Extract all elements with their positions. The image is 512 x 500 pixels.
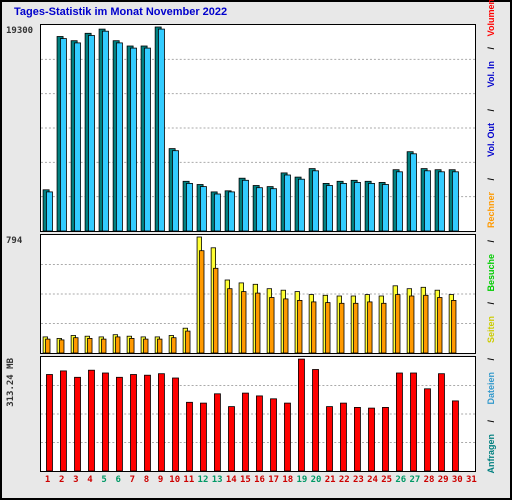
legend-sep: / (486, 178, 496, 181)
panel-volume (40, 356, 476, 472)
day-label: 10 (168, 475, 181, 485)
panel-visits (40, 234, 476, 354)
day-label: 22 (338, 475, 351, 485)
legend: Anfragen / Dateien / Seiten / Besuche / Rechner /… (478, 24, 506, 488)
day-label: 3 (69, 475, 82, 485)
panel3-ylabel: 313.24 MB (6, 358, 16, 407)
legend-sep: / (486, 358, 496, 361)
day-label: 16 (253, 475, 266, 485)
x-axis-labels: 1234567891011121314151617181920212223242… (40, 475, 476, 489)
day-label: 12 (196, 475, 209, 485)
day-label: 29 (437, 475, 450, 485)
legend-item: Volumen (486, 0, 496, 36)
day-label: 8 (140, 475, 153, 485)
day-label: 5 (98, 475, 111, 485)
panel1-ylabel: 19300 (6, 26, 33, 36)
day-label: 1 (41, 475, 54, 485)
legend-item: Dateien (486, 372, 496, 405)
day-label: 28 (423, 475, 436, 485)
legend-sep: / (486, 420, 496, 423)
legend-sep: / (486, 240, 496, 243)
day-label: 23 (352, 475, 365, 485)
day-label: 21 (324, 475, 337, 485)
panel2-ylabel: 794 (6, 236, 22, 246)
day-label: 2 (55, 475, 68, 485)
legend-sep: / (486, 47, 496, 50)
panel-traffic (40, 24, 476, 232)
legend-sep: / (486, 109, 496, 112)
legend-item: Besuche (486, 254, 496, 292)
legend-sep: / (486, 302, 496, 305)
day-label: 15 (239, 475, 252, 485)
day-label: 30 (451, 475, 464, 485)
day-label: 26 (394, 475, 407, 485)
day-label: 9 (154, 475, 167, 485)
day-label: 13 (211, 475, 224, 485)
day-label: 18 (281, 475, 294, 485)
legend-item: Anfragen (486, 434, 496, 474)
legend-item: Vol. In (486, 61, 496, 87)
day-label: 6 (112, 475, 125, 485)
day-label: 14 (225, 475, 238, 485)
stats-chart: Tages-Statistik im Monat November 2022 1… (0, 0, 512, 500)
day-label: 24 (366, 475, 379, 485)
legend-item: Seiten (486, 316, 496, 343)
day-label: 4 (83, 475, 96, 485)
day-label: 17 (267, 475, 280, 485)
day-label: 25 (380, 475, 393, 485)
day-label: 19 (295, 475, 308, 485)
legend-item: Vol. Out (486, 123, 496, 157)
chart-title: Tages-Statistik im Monat November 2022 (14, 6, 227, 18)
day-label: 20 (310, 475, 323, 485)
day-label: 7 (126, 475, 139, 485)
day-label: 27 (408, 475, 421, 485)
day-label: 31 (465, 475, 478, 485)
day-label: 11 (182, 475, 195, 485)
legend-item: Rechner (486, 192, 496, 228)
